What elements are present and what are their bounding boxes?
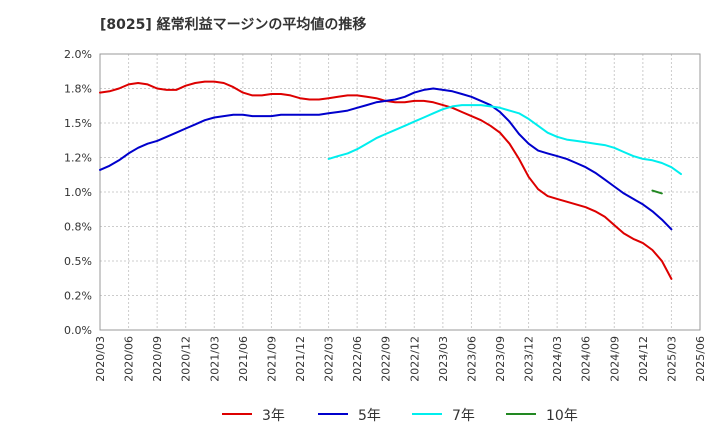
x-tick-label: 2023/06: [465, 336, 478, 382]
chart-title: [8025] 経常利益マージンの平均値の推移: [100, 17, 367, 33]
series-line-3: [651, 189, 663, 195]
series-lines: [99, 80, 682, 280]
gridlines: [99, 53, 701, 331]
y-tick-label: 1.2%: [64, 152, 92, 165]
x-tick-label: 2021/06: [237, 336, 250, 382]
legend-label-10y: 10年: [546, 408, 578, 424]
y-tick-label: 0.0%: [64, 324, 92, 337]
x-tick-label: 2025/06: [694, 336, 707, 382]
x-axis-ticks: 2020/03 2020/06 2020/09 2020/12 2021/03 2021/…: [94, 336, 707, 382]
x-tick-label: 2025/03: [665, 336, 678, 382]
x-tick-label: 2020/09: [151, 336, 164, 382]
legend-label-3y: 3年: [262, 408, 285, 424]
y-tick-label: 1.5%: [64, 117, 92, 130]
x-tick-label: 2020/12: [180, 336, 193, 382]
x-tick-label: 2021/09: [265, 336, 278, 382]
y-axis-ticks: 0.0% 0.2% 0.5% 0.8% 1.0% 1.2% 1.5% 1.8% 2.0%: [64, 48, 92, 337]
y-tick-label: 0.2%: [64, 290, 92, 303]
legend-swatch-5y: [318, 413, 348, 415]
plot-frame: [99, 53, 701, 331]
y-tick-label: 2.0%: [64, 48, 92, 61]
legend-swatch-7y: [412, 413, 442, 415]
x-tick-label: 2023/12: [523, 336, 536, 382]
y-tick-label: 1.8%: [64, 83, 92, 96]
y-tick-label: 0.8%: [64, 221, 92, 234]
series-line-1: [99, 87, 673, 231]
legend-label-5y: 5年: [358, 408, 381, 424]
x-tick-label: 2024/03: [551, 336, 564, 382]
x-tick-label: 2020/06: [123, 336, 136, 382]
legend-label-7y: 7年: [452, 408, 475, 424]
y-tick-label: 0.5%: [64, 255, 92, 268]
x-tick-label: 2023/09: [494, 336, 507, 382]
y-tick-label: 1.0%: [64, 186, 92, 199]
x-tick-label: 2022/03: [323, 336, 336, 382]
x-tick-label: 2020/03: [94, 336, 107, 382]
x-tick-label: 2022/09: [380, 336, 393, 382]
x-tick-label: 2023/03: [437, 336, 450, 382]
x-tick-label: 2024/09: [608, 336, 621, 382]
x-tick-label: 2024/12: [637, 336, 650, 382]
legend-swatch-10y: [506, 413, 536, 415]
legend-swatch-3y: [222, 413, 252, 415]
x-tick-label: 2022/06: [351, 336, 364, 382]
line-chart: 0.0% 0.2% 0.5% 0.8% 1.0% 1.2% 1.5% 1.8% 2.0% 202…: [64, 48, 707, 382]
legend: 3年 5年 7年 10年: [0, 402, 720, 426]
x-tick-label: 2021/12: [294, 336, 307, 382]
series-line-2: [327, 104, 682, 176]
x-tick-label: 2024/06: [580, 336, 593, 382]
x-tick-label: 2022/12: [408, 336, 421, 382]
x-tick-label: 2021/03: [208, 336, 221, 382]
